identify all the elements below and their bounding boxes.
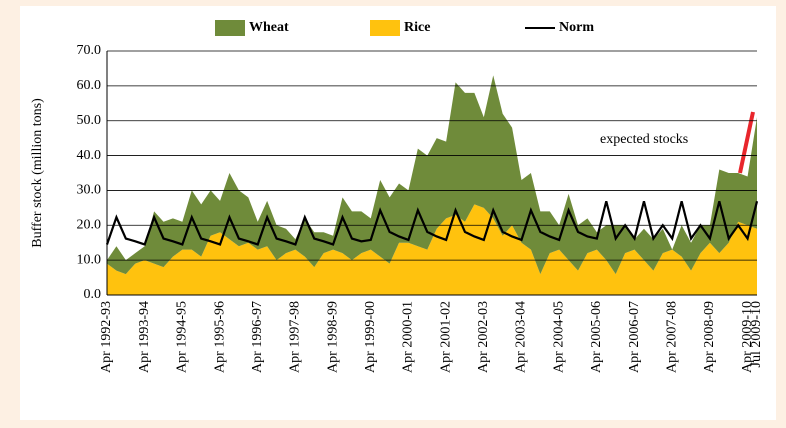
legend-label: Wheat	[249, 20, 289, 35]
x-tick-label: Apr 2007-08	[664, 301, 679, 373]
line	[105, 200, 759, 246]
x-tick-label: Apr 2000-01	[401, 301, 416, 373]
y-tick-label: 70.0	[77, 43, 102, 58]
expected-stocks-line	[738, 111, 755, 174]
x-tick-label: Apr 1996-97	[250, 301, 265, 373]
x-tick-label: Apr 1994-95	[175, 301, 190, 373]
x-tick-label: Apr 2009-10	[740, 301, 755, 373]
annotation: expected stocks	[600, 132, 688, 147]
x-tick-label: Apr 1992-93	[99, 301, 114, 373]
y-tick-label: 50.0	[77, 113, 102, 128]
x-tick-label: Apr 2006-07	[627, 301, 642, 373]
y-tick-label: 10.0	[77, 252, 102, 267]
x-tick-label: Apr 2002-03	[476, 301, 491, 373]
area	[107, 204, 757, 295]
x-tick-label: Apr 1998-99	[325, 301, 340, 373]
y-tick-label: 40.0	[77, 148, 102, 163]
x-tick-label: Apr 1997-98	[288, 301, 303, 373]
legend-swatch	[215, 20, 245, 36]
x-tick-label: Apr 2004-05	[551, 301, 566, 373]
x-tick-label: Apr 1993-94	[137, 301, 152, 373]
legend-label: Rice	[404, 20, 430, 35]
legend-swatch	[370, 20, 400, 36]
y-tick-label: 30.0	[77, 183, 102, 198]
x-tick-label: Apr 1995-96	[212, 301, 227, 373]
x-tick-label: Jul 2009-10	[749, 301, 764, 368]
legend-label: Norm	[559, 20, 594, 35]
y-axis-label: Buffer stock (million tons)	[30, 98, 45, 248]
x-tick-label: Apr 1999-00	[363, 301, 378, 373]
x-tick-label: Apr 2008-09	[702, 301, 717, 373]
y-tick-label: 20.0	[77, 218, 102, 233]
x-tick-label: Apr 2003-04	[514, 301, 529, 373]
x-tick-label: Apr 2001-02	[438, 301, 453, 373]
y-tick-label: 0.0	[84, 287, 102, 302]
y-tick-label: 60.0	[77, 78, 102, 93]
x-tick-label: Apr 2005-06	[589, 301, 604, 373]
